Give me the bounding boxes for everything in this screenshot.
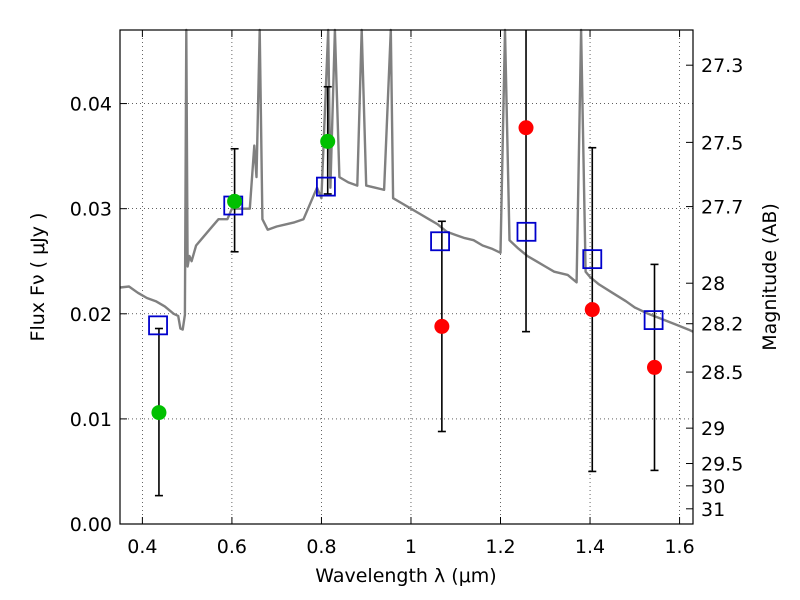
- observed-point: [151, 405, 167, 421]
- right-tick-label: 27.7: [701, 197, 743, 219]
- plot-frame: [119, 29, 694, 525]
- x-tick-label: 0.8: [306, 536, 336, 558]
- observed-point: [584, 302, 600, 318]
- y-tick-label: 0.03: [70, 199, 112, 221]
- model-point: [582, 249, 603, 270]
- axis-ticks: 0.4 0.6 0.8 1 1.2 1.4 1.6 0.00 0.01 0.02 0.03 0.04 2…: [70, 30, 743, 558]
- right-tick-label: 31: [701, 499, 725, 521]
- right-tick-label: 27.3: [701, 55, 743, 77]
- x-tick-label: 0.6: [217, 536, 247, 558]
- observed-points: [151, 120, 663, 421]
- model-point: [316, 176, 336, 197]
- right-tick-label: 28: [701, 273, 725, 295]
- right-tick-label: 28.2: [701, 314, 743, 336]
- x-tick-label: 1.6: [664, 536, 694, 558]
- x-tick-label: 0.4: [127, 536, 157, 558]
- right-tick-label: 30: [701, 476, 725, 498]
- observed-point: [434, 318, 450, 334]
- right-tick-label: 27.5: [701, 132, 743, 154]
- x-tick-label: 1.4: [575, 536, 605, 558]
- model-point: [643, 310, 664, 330]
- right-tick-label: 29.5: [701, 454, 743, 476]
- right-tick-label: 29: [701, 418, 725, 440]
- y-tick-label: 0.02: [70, 304, 112, 326]
- spectrum: [119, 28, 694, 333]
- spectrum-line: [119, 28, 694, 333]
- x-axis-label: Wavelength λ (μm): [315, 565, 496, 587]
- observed-point: [320, 133, 336, 149]
- observed-point: [227, 193, 243, 209]
- model-point: [430, 231, 450, 252]
- y-tick-label: 0.01: [70, 409, 112, 431]
- right-axis-label: Magnitude (AB): [759, 203, 781, 351]
- y-axis-label: Flux Fν ( μJy ): [27, 213, 49, 342]
- x-tick-label: 1: [405, 536, 417, 558]
- x-tick-label: 1.2: [485, 536, 515, 558]
- right-tick-label: 28.5: [701, 362, 743, 384]
- observed-point: [647, 359, 663, 375]
- y-tick-label: 0.04: [70, 94, 112, 116]
- model-point: [516, 221, 537, 242]
- model-point: [148, 315, 168, 336]
- observed-point: [518, 120, 534, 136]
- y-tick-label: 0.00: [70, 514, 112, 536]
